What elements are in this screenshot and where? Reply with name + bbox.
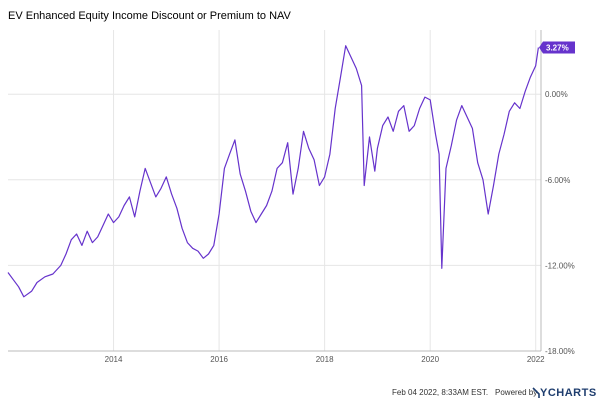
last-value-badge: 3.27% (539, 41, 575, 54)
x-tick-label: 2020 (421, 355, 439, 364)
footer-timestamp: Feb 04 2022, 8:33AM EST. (392, 388, 488, 397)
chart-title: EV Enhanced Equity Income Discount or Pr… (8, 10, 292, 22)
last-value-badge-shape (539, 41, 575, 54)
grid (8, 30, 542, 352)
x-tick-label: 2014 (105, 355, 123, 364)
footer-brand: YCHARTS (540, 387, 597, 399)
series-line (7, 45, 539, 298)
footer-powered-by: Powered by (495, 388, 537, 397)
y-tick-label: -18.00% (545, 347, 575, 356)
y-axis-ticks: 0.00% -6.00% -12.00% -18.00% (545, 90, 575, 356)
last-value-label: 3.27% (546, 44, 569, 53)
x-axis-ticks: 2014 2016 2018 2020 2022 (105, 355, 546, 364)
y-tick-label: -6.00% (545, 176, 570, 185)
footer: Feb 04 2022, 8:33AM EST. Powered by YCHA… (392, 387, 597, 399)
y-tick-label: -12.00% (545, 261, 575, 270)
x-tick-label: 2018 (316, 355, 334, 364)
x-tick-label: 2022 (527, 355, 545, 364)
ycharts-logo-icon (532, 387, 540, 398)
y-tick-label: 0.00% (545, 90, 568, 99)
x-tick-label: 2016 (210, 355, 228, 364)
